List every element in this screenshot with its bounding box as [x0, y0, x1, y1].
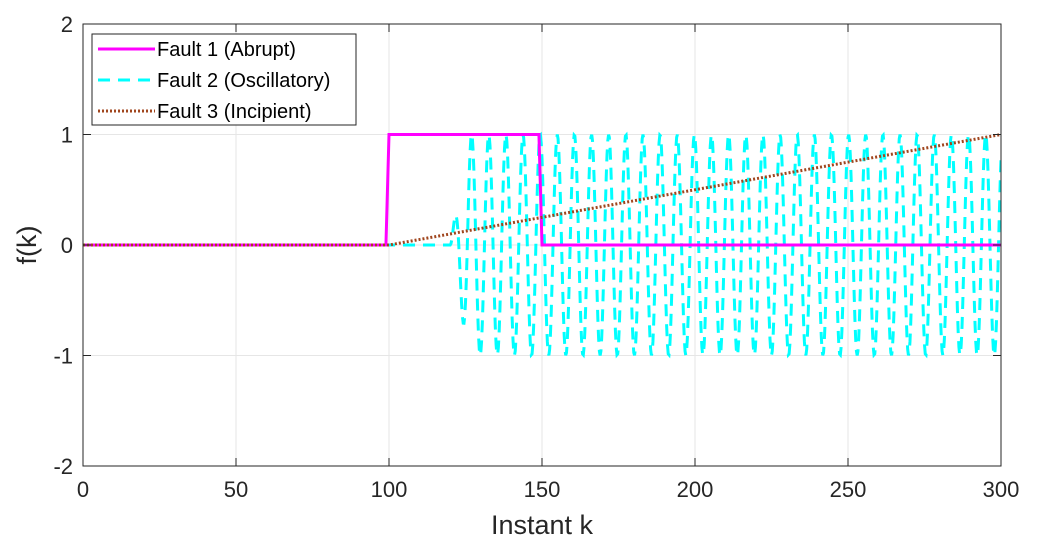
- y-tick-label: 1: [61, 123, 73, 148]
- y-tick-label: -1: [53, 344, 73, 369]
- y-axis-label: f(k): [12, 226, 42, 265]
- series-fault-3-line: [83, 133, 1001, 247]
- x-axis-label: Instant k: [491, 510, 594, 540]
- legend-label-fault-3: Fault 3 (Incipient): [157, 101, 312, 123]
- series-fault-2-line: [83, 131, 1001, 359]
- y-tick-label: 0: [61, 233, 73, 258]
- legend: Fault 1 (Abrupt) Fault 2 (Oscillatory) F…: [91, 33, 357, 126]
- y-tick-label: 2: [61, 12, 73, 37]
- legend-label-fault-1: Fault 1 (Abrupt): [157, 39, 296, 61]
- axis-ticks: 0 50 100 150 200 250 300 -2 -1 0 1 2: [53, 12, 1019, 502]
- x-tick-label: 150: [524, 477, 561, 502]
- x-tick-label: 300: [983, 477, 1020, 502]
- legend-label-fault-2: Fault 2 (Oscillatory): [157, 70, 330, 92]
- x-tick-label: 0: [77, 477, 89, 502]
- x-tick-label: 250: [830, 477, 867, 502]
- series-layer: [83, 131, 1001, 359]
- y-tick-label: -2: [53, 454, 73, 479]
- x-tick-label: 200: [677, 477, 714, 502]
- x-tick-label: 100: [371, 477, 408, 502]
- x-tick-label: 50: [224, 477, 248, 502]
